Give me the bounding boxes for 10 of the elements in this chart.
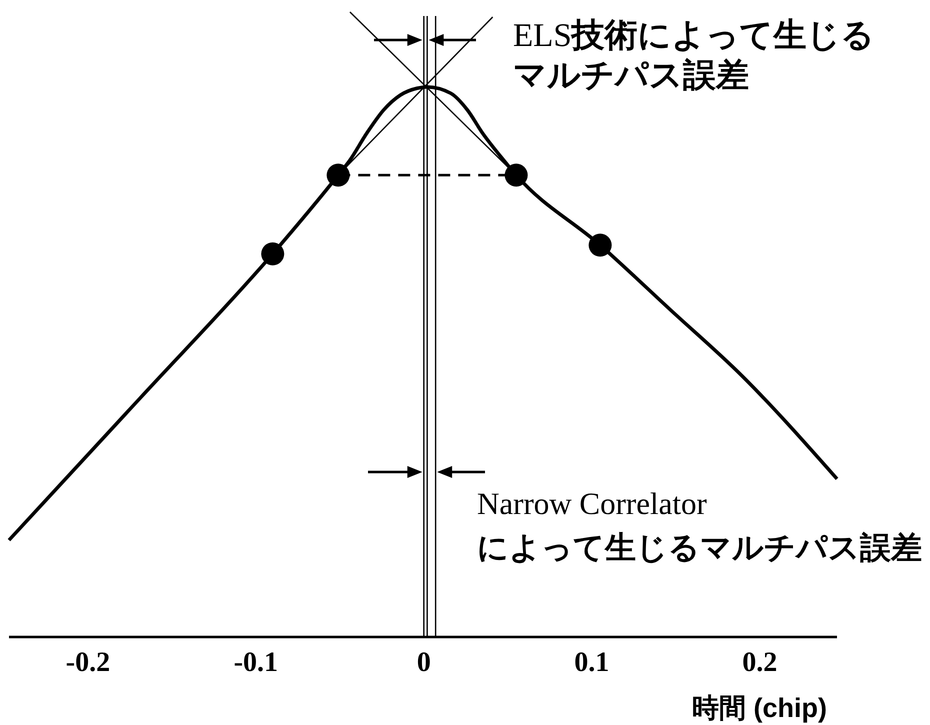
- annotation: ELS技術によって生じる: [513, 16, 875, 54]
- x-tick-label: -0.1: [234, 647, 278, 678]
- x-axis-title: 時間 (chip): [692, 693, 827, 723]
- x-tick-label: -0.2: [66, 647, 110, 678]
- annotation: Narrow Correlator: [477, 486, 708, 521]
- annotation: マルチパス誤差: [513, 56, 749, 93]
- annotation: によって生じるマルチパス誤差: [477, 530, 922, 565]
- x-tick-label: 0.1: [574, 647, 610, 678]
- x-tick-label: 0.2: [742, 647, 778, 678]
- x-tick-label: 0: [416, 647, 431, 678]
